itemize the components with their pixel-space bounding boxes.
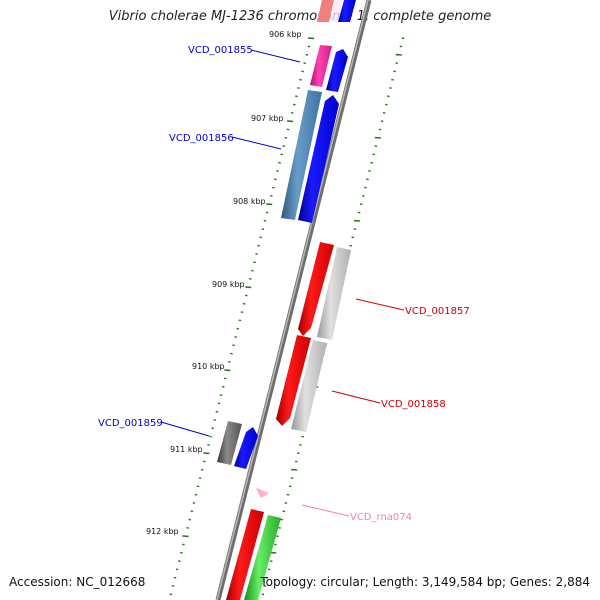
ruler-label-906: 906 kbp xyxy=(269,30,302,39)
map-title: Vibrio cholerae MJ-1236 chromosome 1, co… xyxy=(108,9,492,24)
gene-label-vcd-001856[interactable]: VCD_001856 xyxy=(169,133,234,144)
ruler-label-911: 911 kbp xyxy=(170,445,203,454)
feature-steel-1856[interactable] xyxy=(281,90,322,220)
ruler-label-912: 912 kbp xyxy=(146,527,179,536)
gene-label-vcd-rna074[interactable]: VCD_rna074 xyxy=(350,512,412,523)
ruler-label-907: 907 kbp xyxy=(251,114,284,123)
gene-label-vcd-001857[interactable]: VCD_001857 xyxy=(405,306,470,317)
leader-vcd-rna074 xyxy=(301,504,350,517)
feature-gray-1857[interactable] xyxy=(317,247,351,340)
ruler-ticks-inner xyxy=(169,37,315,596)
gene-arrow-vcd-001855[interactable] xyxy=(326,49,348,92)
genome-summary: Topology: circular; Length: 3,149,584 bp… xyxy=(260,575,590,589)
gene-arrow-vcd-001857[interactable] xyxy=(298,242,334,336)
gene-label-vcd-001855[interactable]: VCD_001855 xyxy=(188,45,253,56)
accession-label: Accession: NC_012668 xyxy=(9,575,146,589)
backbone xyxy=(215,0,372,600)
feature-pink-top[interactable] xyxy=(317,0,334,22)
ruler-label-909: 909 kbp xyxy=(212,280,245,289)
leader-vcd-001856 xyxy=(231,136,282,150)
leader-vcd-001859 xyxy=(160,421,210,437)
feature-rna-074[interactable] xyxy=(256,488,270,498)
feature-gray-1858[interactable] xyxy=(291,340,327,432)
gene-arrow-vcd-001856[interactable] xyxy=(298,95,339,223)
leader-vcd-001855 xyxy=(250,49,301,63)
feature-red-bottom[interactable] xyxy=(226,509,264,600)
gene-label-vcd-001858[interactable]: VCD_001858 xyxy=(381,399,446,410)
gene-arrow-vcd-001858[interactable] xyxy=(276,335,311,426)
leader-vcd-001857 xyxy=(355,298,405,311)
gene-label-vcd-001859[interactable]: VCD_001859 xyxy=(98,418,163,429)
feature-pale-top xyxy=(329,0,344,22)
ruler-label-910: 910 kbp xyxy=(192,362,225,371)
gene-arrow-vcd-001859[interactable] xyxy=(234,427,258,469)
ruler-label-908: 908 kbp xyxy=(233,197,266,206)
feature-magenta-1855[interactable] xyxy=(310,45,332,87)
feature-dark-1859[interactable] xyxy=(217,421,242,465)
feature-green-bottom[interactable] xyxy=(244,515,281,600)
leader-vcd-001858 xyxy=(331,390,381,404)
